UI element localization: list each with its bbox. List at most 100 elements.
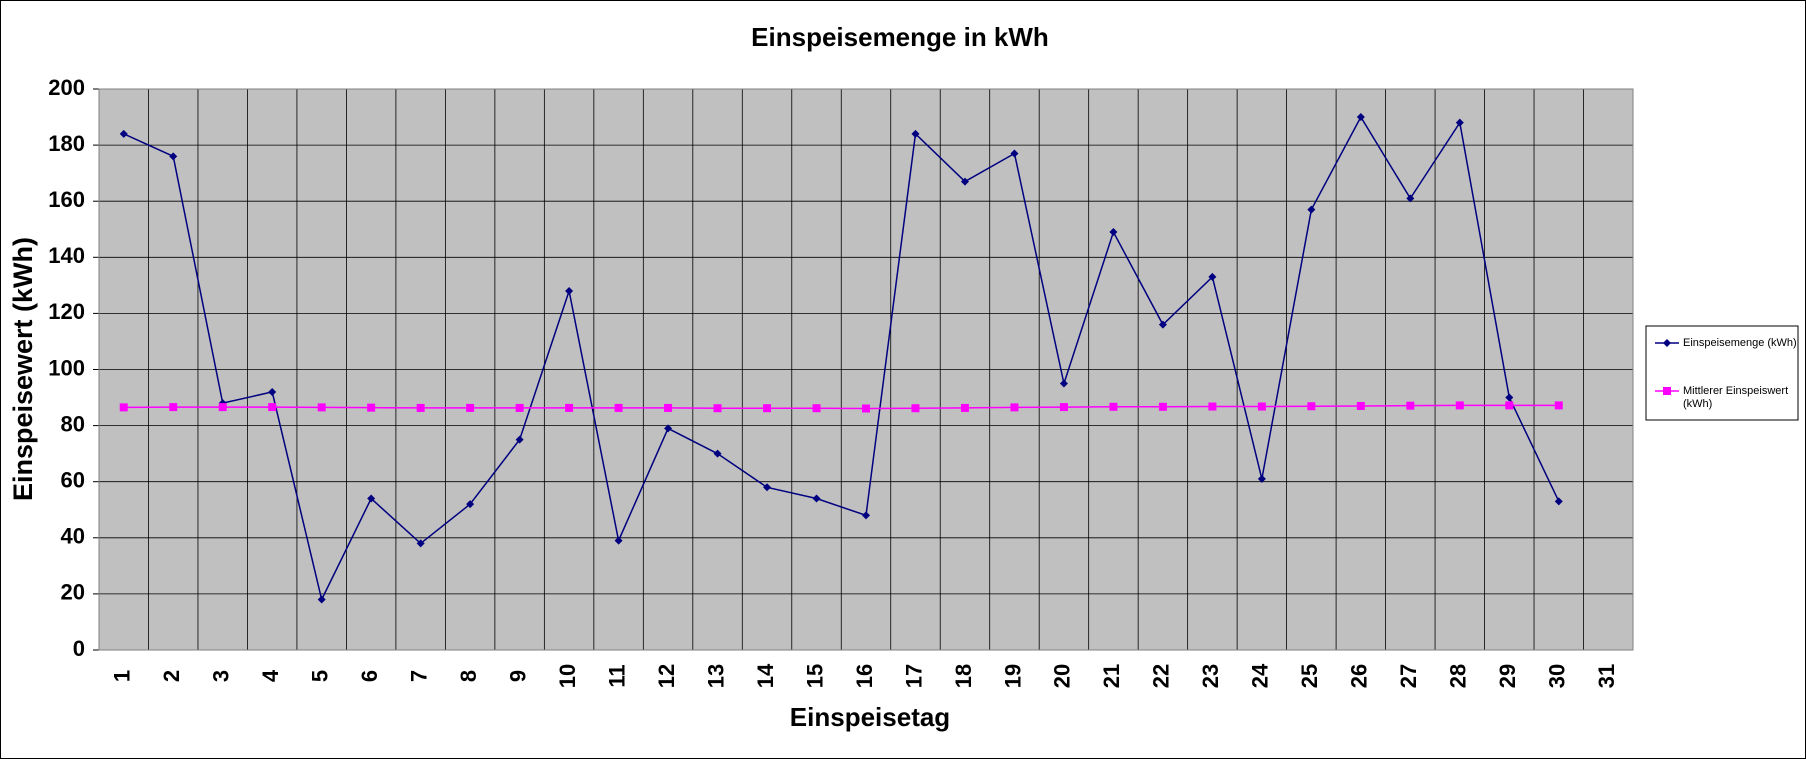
x-tick-label: 5 <box>307 670 332 682</box>
x-tick-label: 6 <box>357 670 382 682</box>
square-marker <box>713 404 722 413</box>
x-tick-label: 16 <box>852 664 877 688</box>
diamond-marker <box>1257 474 1266 483</box>
square-marker <box>763 404 772 413</box>
square-marker <box>169 403 178 412</box>
diamond-marker <box>1455 118 1464 127</box>
y-tick-label: 40 <box>61 524 85 549</box>
square-marker <box>367 403 376 412</box>
square-marker <box>565 403 574 412</box>
diamond-marker <box>1406 194 1415 203</box>
diamond-marker <box>169 152 178 161</box>
series-line <box>123 115 1560 602</box>
plot-frame <box>98 88 1634 651</box>
diamond-marker <box>911 129 920 138</box>
diamond-marker <box>1059 379 1068 388</box>
x-tick-label: 7 <box>406 670 431 682</box>
diamond-marker <box>1109 228 1118 237</box>
square-marker <box>317 403 326 412</box>
x-tick-label: 19 <box>1000 664 1025 688</box>
square-marker <box>1208 402 1217 411</box>
square-marker <box>466 403 475 412</box>
y-tick-label: 200 <box>48 75 85 100</box>
diamond-marker <box>1505 393 1514 402</box>
diamond-marker <box>416 539 425 548</box>
diamond-marker <box>1356 113 1365 122</box>
square-marker <box>218 403 227 412</box>
x-tick-label: 20 <box>1050 664 1075 688</box>
diamond-marker <box>317 595 326 604</box>
diamond-marker <box>1307 205 1316 214</box>
y-tick-label: 140 <box>48 243 85 268</box>
x-tick-label: 12 <box>654 664 679 688</box>
x-tick-label: 9 <box>505 670 530 682</box>
x-tick-label: 3 <box>209 670 234 682</box>
square-marker <box>614 403 623 412</box>
square-marker <box>911 404 920 413</box>
diamond-marker <box>367 494 376 503</box>
legend-label: Einspeisemenge (kWh) <box>1683 337 1797 349</box>
square-marker <box>1663 387 1671 395</box>
diamond-marker <box>664 424 673 433</box>
diamond-marker <box>466 500 475 509</box>
x-tick-label: 14 <box>753 663 778 688</box>
square-marker <box>515 403 524 412</box>
square-marker <box>1109 402 1118 411</box>
y-tick-label: 120 <box>48 299 85 324</box>
diamond-marker <box>862 511 870 520</box>
x-tick-label: 18 <box>951 664 976 688</box>
y-tick-label: 80 <box>61 411 85 436</box>
x-tick-label: 26 <box>1347 664 1372 688</box>
square-marker <box>268 403 277 412</box>
x-tick-label: 15 <box>802 664 827 688</box>
x-tick-label: 11 <box>604 664 629 687</box>
diamond-marker <box>1158 320 1167 329</box>
x-tick-label: 29 <box>1495 664 1520 688</box>
diamond-marker <box>763 483 772 492</box>
x-tick-label: 25 <box>1297 664 1322 688</box>
series-line <box>123 404 1559 410</box>
diamond-marker <box>1208 272 1217 281</box>
square-marker <box>1010 403 1019 412</box>
diamond-marker <box>1010 149 1019 158</box>
diamond-marker <box>515 435 524 444</box>
square-marker <box>1554 401 1563 410</box>
square-marker <box>1406 401 1415 410</box>
x-tick-label: 27 <box>1396 664 1421 688</box>
x-tick-label: 8 <box>456 670 481 682</box>
x-tick-label: 21 <box>1099 664 1124 688</box>
legend-box <box>1645 325 1799 421</box>
legend-label-line: (kWh) <box>1683 398 1712 410</box>
diamond-marker <box>1554 497 1563 506</box>
x-axis-label: Einspeisetag <box>790 702 950 732</box>
square-marker <box>1158 402 1167 411</box>
diamond-marker <box>812 494 821 503</box>
x-tick-label: 1 <box>110 670 135 682</box>
diamond-marker <box>565 286 574 295</box>
square-marker <box>862 404 870 413</box>
legend-label-line: Mittlerer Einspeiswert <box>1683 385 1788 397</box>
x-tick-label: 28 <box>1446 664 1471 688</box>
square-marker <box>664 403 673 412</box>
square-marker <box>1356 401 1365 410</box>
y-tick-label: 20 <box>61 580 85 605</box>
x-tick-label: 24 <box>1248 663 1273 688</box>
square-marker <box>1455 401 1464 410</box>
y-tick-label: 180 <box>48 131 85 156</box>
x-tick-label: 10 <box>555 664 580 688</box>
square-marker <box>812 404 821 413</box>
x-tick-label: 22 <box>1149 664 1174 688</box>
x-tick-label: 23 <box>1198 664 1223 688</box>
x-tick-label: 17 <box>901 664 926 688</box>
square-marker <box>119 403 128 412</box>
x-tick-label: 4 <box>258 669 283 682</box>
y-tick-label: 160 <box>48 187 85 212</box>
x-tick-label: 30 <box>1545 664 1570 688</box>
y-tick-label: 60 <box>61 468 85 493</box>
legend-label: Mittlerer Einspeiswert (kWh) <box>1683 385 1788 410</box>
diamond-marker <box>960 177 969 186</box>
diamond-marker <box>713 449 722 458</box>
diamond-marker <box>119 129 128 138</box>
diamond-marker <box>614 536 623 545</box>
x-tick-label: 31 <box>1594 664 1619 688</box>
